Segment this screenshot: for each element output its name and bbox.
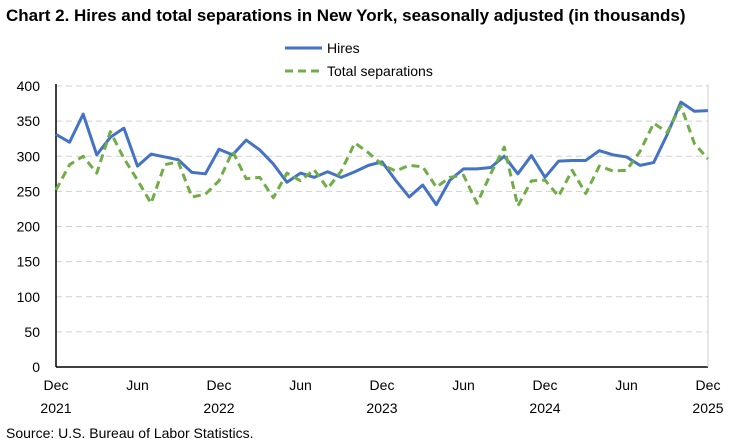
x-tick-month: Jun <box>452 377 475 393</box>
x-tick-year: 2023 <box>366 400 397 416</box>
y-tick-label: 350 <box>17 113 41 129</box>
x-tick-year: 2022 <box>203 400 234 416</box>
x-tick-month: Dec <box>370 377 395 393</box>
x-tick-year: 2024 <box>529 400 560 416</box>
x-tick-month: Jun <box>615 377 638 393</box>
y-tick-label: 100 <box>17 289 41 305</box>
x-tick-month: Jun <box>289 377 312 393</box>
chart-title: Chart 2. Hires and total separations in … <box>6 6 686 25</box>
y-tick-label: 250 <box>17 183 41 199</box>
y-tick-label: 150 <box>17 254 41 270</box>
series-line-total-separations <box>54 104 710 208</box>
legend-label: Total separations <box>327 63 433 79</box>
series-line-hires <box>55 100 709 207</box>
x-tick-year: 2021 <box>40 400 71 416</box>
y-tick-label: 400 <box>17 78 41 94</box>
x-tick-month: Dec <box>207 377 232 393</box>
y-tick-label: 200 <box>17 219 41 235</box>
x-tick-month: Dec <box>696 377 721 393</box>
x-tick-month: Dec <box>533 377 558 393</box>
x-tick-month: Dec <box>44 377 69 393</box>
y-tick-label: 0 <box>32 359 40 375</box>
y-tick-label: 300 <box>17 148 41 164</box>
x-tick-month: Jun <box>126 377 149 393</box>
y-tick-label: 50 <box>24 324 40 340</box>
legend-label: Hires <box>327 40 360 56</box>
x-tick-year: 2025 <box>692 400 723 416</box>
source-note: Source: U.S. Bureau of Labor Statistics. <box>6 425 254 441</box>
